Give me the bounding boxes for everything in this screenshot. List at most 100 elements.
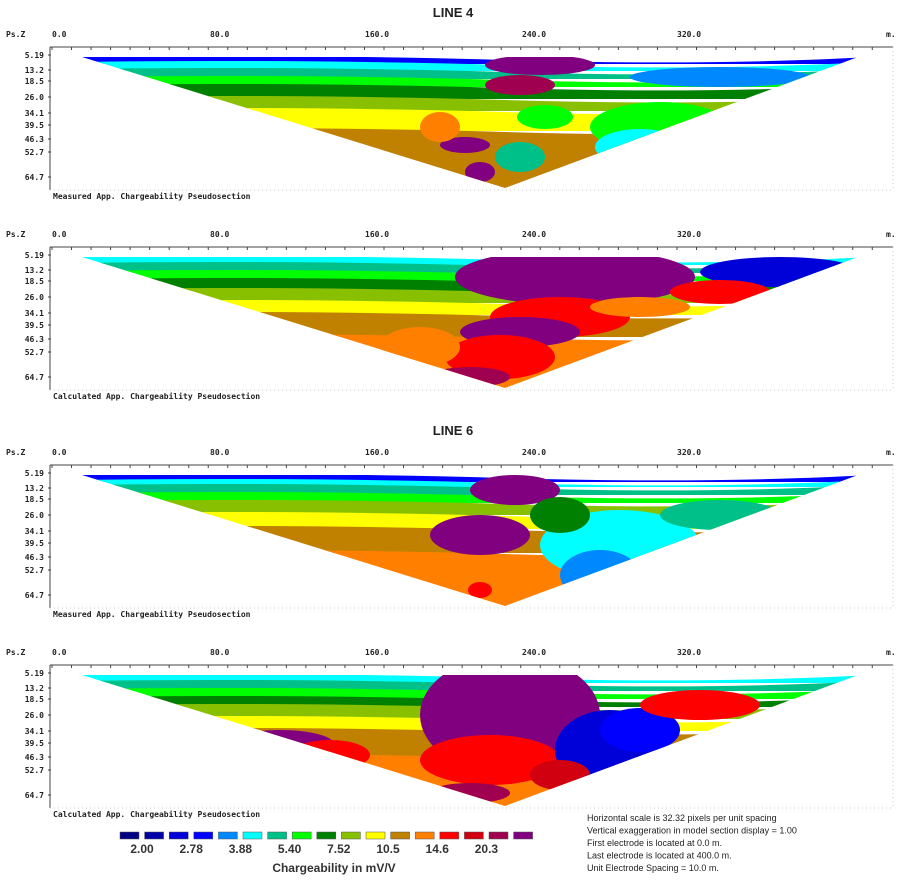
x-unit-label: m. <box>886 30 896 39</box>
x-tick-label: 80.0 <box>210 230 229 239</box>
line-title: LINE 4 <box>433 5 474 20</box>
section-info: Horizontal scale is 32.32 pixels per uni… <box>587 813 797 873</box>
contour-patch <box>485 75 555 95</box>
contour-patch <box>530 497 590 533</box>
pseudosection-panel-1: LINE 4 Ps.Z 0.0 80.0 160.0 240.0 320.0 m. 5.19 13… <box>6 5 896 201</box>
legend-swatch <box>119 831 140 840</box>
x-unit-label: m. <box>886 230 896 239</box>
contour-patch <box>465 162 495 182</box>
legend-label: 20.3 <box>475 842 499 856</box>
y-tick-label: 26.0 <box>25 711 44 720</box>
y-tick-label: 46.3 <box>25 335 44 344</box>
x-tick-label: 160.0 <box>365 230 389 239</box>
x-tick-label: 320.0 <box>677 230 701 239</box>
y-tick-label: 18.5 <box>25 495 44 504</box>
y-tick-label: 46.3 <box>25 135 44 144</box>
y-axis-label: Ps.Z <box>6 648 25 657</box>
y-tick-label: 18.5 <box>25 77 44 86</box>
legend-swatch <box>365 831 386 840</box>
legend-label: 5.40 <box>278 842 302 856</box>
x-tick-label: 0.0 <box>52 648 67 657</box>
x-tick-label: 240.0 <box>522 230 546 239</box>
y-tick-label: 34.1 <box>25 309 44 318</box>
contour-patch <box>380 327 460 367</box>
y-tick-label: 52.7 <box>25 566 44 575</box>
y-tick-label: 26.0 <box>25 511 44 520</box>
contour-patch <box>560 550 640 600</box>
x-tick-label: 0.0 <box>52 30 67 39</box>
y-axis-label: Ps.Z <box>6 448 25 457</box>
x-unit-label: m. <box>886 648 896 657</box>
pseudosection-fill <box>82 257 858 388</box>
x-tick-label: 80.0 <box>210 648 229 657</box>
y-tick-label: 34.1 <box>25 727 44 736</box>
contour-patch <box>468 582 492 598</box>
panel-caption: Measured App. Chargeability Pseudosectio… <box>53 191 251 201</box>
x-unit-label: m. <box>886 448 896 457</box>
contour-band <box>82 84 858 99</box>
x-tick-label: 160.0 <box>365 448 389 457</box>
contour-patch <box>640 690 760 720</box>
legend-swatch <box>291 831 312 840</box>
pseudosection-panel-2: Ps.Z 0.0 80.0 160.0 240.0 320.0 m. 5.19 13.2 18.5… <box>6 230 896 401</box>
contour-patch <box>430 367 510 387</box>
legend-swatch <box>513 831 533 840</box>
pseudosection-fill <box>82 57 858 188</box>
legend-swatch <box>168 831 189 840</box>
contour-patch <box>430 515 530 555</box>
x-tick-label: 320.0 <box>677 648 701 657</box>
contour-patch <box>595 129 685 165</box>
y-tick-label: 5.19 <box>25 469 44 478</box>
y-tick-label: 5.19 <box>25 669 44 678</box>
x-tick-label: 80.0 <box>210 448 229 457</box>
pseudosection-panel-4: Ps.Z 0.0 80.0 160.0 240.0 320.0 m. 5.19 13.2 18.5… <box>6 648 896 819</box>
x-tick-label: 240.0 <box>522 648 546 657</box>
legend-swatch <box>390 831 410 840</box>
contour-patch <box>660 500 780 530</box>
y-tick-label: 39.5 <box>25 121 44 130</box>
line-title: LINE 6 <box>433 423 473 438</box>
contour-patch <box>455 257 695 305</box>
contour-patch <box>420 112 460 142</box>
pseudosection-fill <box>82 475 858 606</box>
legend-swatch <box>464 831 484 840</box>
y-tick-label: 46.3 <box>25 753 44 762</box>
pseudosection-fill <box>82 675 858 806</box>
contour-patch <box>530 760 590 790</box>
y-tick-label: 26.0 <box>25 93 44 102</box>
contour-patch <box>420 735 560 785</box>
y-tick-label: 46.3 <box>25 553 44 562</box>
info-line: Horizontal scale is 32.32 pixels per uni… <box>587 813 777 823</box>
x-tick-label: 0.0 <box>52 448 67 457</box>
legend-label: 2.00 <box>130 842 154 856</box>
legend-label: 3.88 <box>229 842 253 856</box>
y-axis-label: Ps.Z <box>6 230 25 239</box>
contour-patch <box>440 137 490 153</box>
x-tick-label: 160.0 <box>365 648 389 657</box>
contour-patch <box>517 105 573 129</box>
legend-label: 2.78 <box>180 842 204 856</box>
contour-patch <box>290 740 370 770</box>
y-tick-label: 39.5 <box>25 539 44 548</box>
y-tick-label: 13.2 <box>25 66 44 75</box>
info-line: Vertical exaggeration in model section d… <box>587 826 797 836</box>
legend-swatch <box>316 831 337 840</box>
x-tick-label: 320.0 <box>677 30 701 39</box>
panel-caption: Calculated App. Chargeability Pseudosect… <box>53 391 260 401</box>
y-tick-label: 5.19 <box>25 251 44 260</box>
x-tick-label: 240.0 <box>522 448 546 457</box>
y-tick-label: 52.7 <box>25 348 44 357</box>
pseudosection-panel-3: LINE 6 Ps.Z 0.0 80.0 160.0 240.0 320.0 m. 5.19 13… <box>6 423 896 619</box>
contour-patch <box>430 783 510 803</box>
y-tick-label: 64.7 <box>25 373 44 382</box>
contour-patch <box>470 475 560 505</box>
y-tick-label: 5.19 <box>25 51 44 60</box>
info-line: Unit Electrode Spacing = 10.0 m. <box>587 863 719 873</box>
x-tick-label: 0.0 <box>52 230 67 239</box>
y-axis-label: Ps.Z <box>6 30 25 39</box>
y-tick-label: 52.7 <box>25 148 44 157</box>
y-tick-label: 34.1 <box>25 109 44 118</box>
x-tick-label: 320.0 <box>677 448 701 457</box>
y-tick-label: 64.7 <box>25 591 44 600</box>
legend-swatch <box>488 831 509 840</box>
